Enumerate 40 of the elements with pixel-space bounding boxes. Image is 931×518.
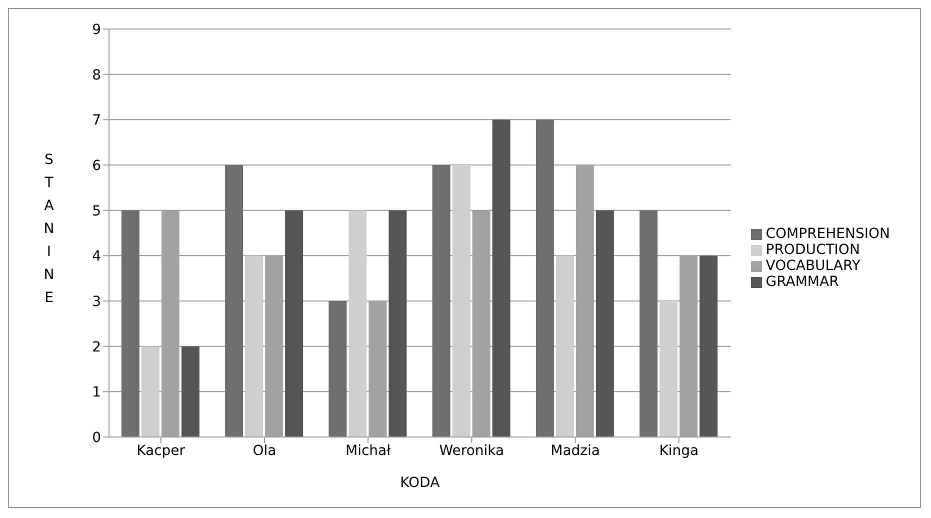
legend-label: VOCABULARY — [766, 258, 860, 274]
bar — [348, 210, 367, 437]
bar — [432, 165, 450, 437]
x-tick-label: Ola — [252, 442, 276, 459]
bar — [640, 210, 658, 437]
bar — [121, 210, 140, 437]
y-tick-label: 8 — [92, 67, 101, 84]
y-tick-label: 0 — [92, 430, 101, 446]
x-tick-label: Weronika — [439, 442, 504, 459]
bar — [596, 210, 614, 437]
y-tick-label: 6 — [92, 158, 102, 174]
x-tick-label: Kacper — [136, 442, 186, 459]
y-axis-title: STANINE — [44, 152, 54, 306]
bar — [181, 346, 200, 437]
legend-label: COMPREHENSION — [766, 226, 890, 242]
x-tick-label: Michał — [346, 442, 391, 459]
bar — [492, 120, 510, 437]
y-tick-label: 1 — [92, 384, 101, 401]
y-tick-label: 2 — [92, 339, 101, 356]
bar — [660, 301, 678, 437]
bar — [556, 256, 574, 437]
bar — [536, 120, 554, 437]
legend-label: GRAMMAR — [766, 274, 839, 290]
bar — [285, 210, 304, 437]
bar — [225, 165, 244, 437]
bar — [141, 346, 160, 437]
bar — [388, 210, 407, 437]
y-tick-label: 3 — [92, 294, 101, 310]
bar — [328, 301, 347, 437]
y-tick-label: 4 — [92, 248, 102, 265]
x-axis-title: KODA — [400, 475, 440, 491]
bar — [700, 256, 718, 437]
y-tick-label: 7 — [92, 112, 101, 129]
bar — [452, 165, 470, 437]
y-tick-label: 9 — [92, 22, 101, 38]
legend-label: PRODUCTION — [766, 242, 860, 258]
x-tick-label: Madzia — [550, 442, 600, 459]
x-tick-label: Kinga — [659, 442, 699, 459]
y-tick-label: 5 — [92, 203, 101, 220]
bar — [245, 256, 264, 437]
